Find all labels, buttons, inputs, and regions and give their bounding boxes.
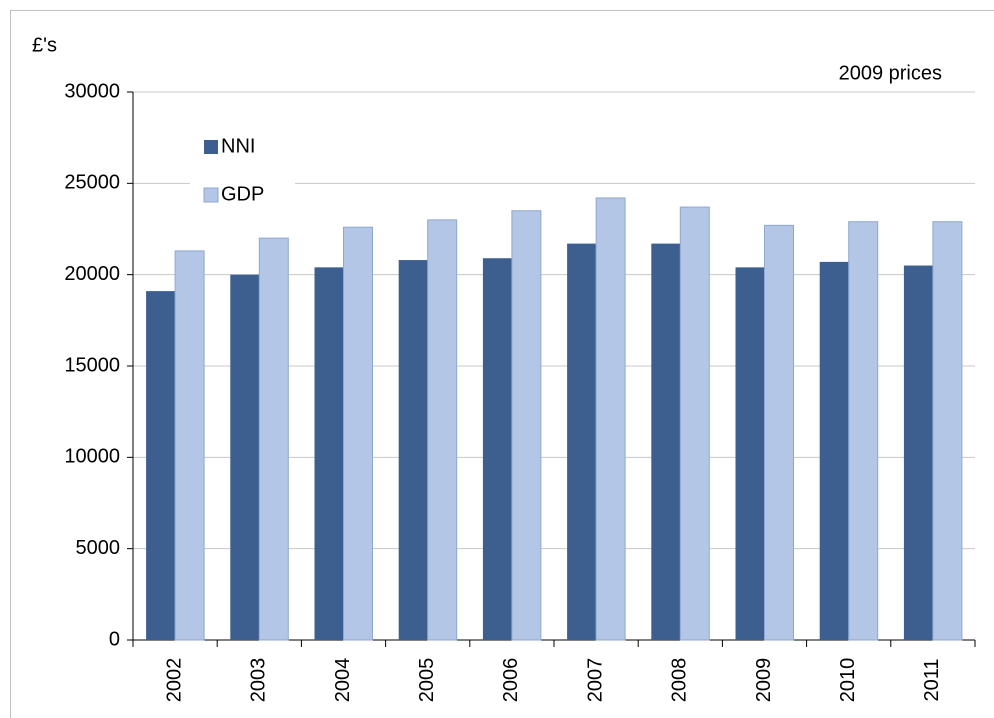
y-tick-label: 30000	[64, 80, 120, 102]
bar	[230, 274, 260, 640]
x-tick-label: 2005	[416, 658, 438, 703]
bar	[819, 261, 849, 640]
bar	[764, 224, 794, 641]
y-tick-label: 25000	[64, 172, 120, 194]
y-axis-label: £'s	[32, 34, 57, 56]
bar	[146, 291, 176, 640]
y-tick-label: 10000	[64, 446, 120, 468]
y-tick-label: 15000	[64, 354, 120, 376]
bar	[651, 243, 681, 640]
bar	[343, 226, 373, 641]
bar	[932, 221, 963, 641]
legend-label: GDP	[221, 183, 264, 205]
x-tick-label: 2006	[500, 658, 522, 703]
legend-label: NNI	[221, 135, 255, 157]
bar	[848, 221, 879, 641]
x-tick-label: 2010	[837, 658, 859, 703]
y-tick-label: 5000	[76, 537, 121, 559]
x-tick-label: 2002	[163, 658, 185, 703]
bar	[314, 267, 344, 640]
bar	[511, 210, 542, 641]
x-tick-label: 2008	[669, 658, 691, 703]
bar	[174, 250, 205, 641]
x-tick-label: 2007	[584, 658, 606, 703]
bar	[903, 265, 933, 640]
x-tick-label: 2003	[248, 658, 270, 703]
annotation: 2009 prices	[839, 62, 942, 84]
bar	[735, 267, 765, 640]
y-tick-label: 0	[109, 628, 120, 650]
y-tick-label: 20000	[64, 263, 120, 285]
legend-swatch	[203, 187, 219, 203]
bar	[427, 219, 458, 641]
x-tick-label: 2004	[332, 658, 354, 703]
x-tick-label: 2011	[921, 658, 943, 701]
bar	[258, 237, 289, 641]
x-tick-label: 2009	[753, 658, 775, 703]
bar	[398, 260, 428, 640]
legend-swatch	[204, 140, 218, 154]
bar	[595, 197, 626, 641]
bar	[567, 243, 597, 640]
bar	[679, 206, 710, 641]
bar	[482, 258, 512, 640]
